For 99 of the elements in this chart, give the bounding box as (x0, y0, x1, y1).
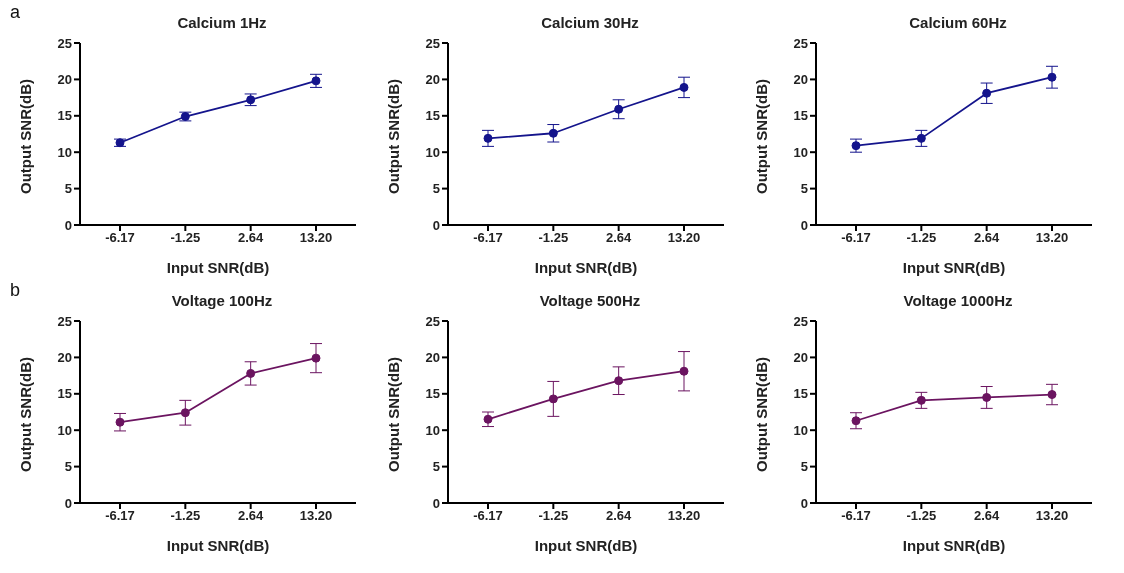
x-tick-label: -1.25 (538, 508, 569, 524)
chart-title: Calcium 1Hz (176, 14, 268, 31)
y-tick-label: 15 (425, 386, 440, 402)
x-tick-label: -1.25 (170, 230, 201, 246)
y-tick-label: 20 (793, 72, 808, 88)
x-tick-label: -6.17 (105, 230, 135, 246)
x-tick-label: -1.25 (906, 230, 937, 246)
point (851, 416, 861, 426)
y-tick-label: 10 (57, 422, 72, 438)
chart-title: Calcium 30Hz (540, 14, 640, 31)
text: a (10, 2, 21, 23)
x-tick-label: -1.25 (538, 230, 569, 246)
x-tick-label: 13.20 (1035, 508, 1069, 524)
chart-title: Voltage 500Hz (538, 292, 642, 309)
y-axis-title: Output SNR(dB) (17, 357, 35, 472)
y-tick-label: 25 (57, 35, 72, 51)
y-tick-label: 20 (425, 350, 440, 366)
x-tick-label: 2.64 (974, 230, 1001, 246)
y-tick-label: 15 (57, 108, 72, 124)
x-axis-title: Input SNR(dB) (902, 537, 1006, 554)
x-axis-title: Input SNR(dB) (534, 259, 638, 276)
point (1047, 390, 1057, 400)
y-tick-label: 0 (800, 217, 808, 233)
y-tick-label: 10 (793, 422, 808, 438)
x-tick-label: 2.64 (238, 230, 265, 246)
point (614, 104, 624, 114)
x-axis-title: Input SNR(dB) (534, 537, 638, 554)
x-tick-label: -1.25 (170, 508, 201, 524)
point (679, 82, 689, 92)
y-tick-label: 15 (425, 108, 440, 124)
y-tick-label: 25 (57, 313, 72, 329)
y-tick-label: 25 (425, 313, 440, 329)
x-tick-label: 2.64 (974, 508, 1001, 524)
x-axis-title: Input SNR(dB) (166, 259, 270, 276)
y-tick-label: 0 (432, 495, 440, 511)
y-axis-title: Output SNR(dB) (753, 357, 771, 472)
x-tick-label: 13.20 (299, 508, 333, 524)
point (916, 395, 926, 405)
x-tick-label: 13.20 (667, 508, 701, 524)
text: b (10, 280, 21, 301)
x-tick-label: -6.17 (841, 508, 871, 524)
y-tick-label: 5 (432, 459, 440, 475)
y-tick-label: 5 (64, 459, 72, 475)
y-tick-label: 5 (64, 181, 72, 197)
x-tick-label: -1.25 (906, 508, 937, 524)
x-axis-title: Input SNR(dB) (902, 259, 1006, 276)
y-axis-title: Output SNR(dB) (385, 79, 403, 194)
x-tick-label: 13.20 (667, 230, 701, 246)
x-axis-title: Input SNR(dB) (166, 537, 270, 554)
y-tick-label: 5 (432, 181, 440, 197)
point (916, 133, 926, 143)
x-tick-label: -6.17 (473, 230, 503, 246)
y-tick-label: 0 (64, 217, 72, 233)
point (679, 366, 689, 376)
x-tick-label: -6.17 (841, 230, 871, 246)
y-tick-label: 5 (800, 459, 808, 475)
x-tick-label: 13.20 (299, 230, 333, 246)
point (1047, 72, 1057, 82)
y-tick-label: 15 (793, 386, 808, 402)
chart-title: Calcium 60Hz (908, 14, 1008, 31)
y-axis-title: Output SNR(dB) (17, 79, 35, 194)
y-tick-label: 15 (793, 108, 808, 124)
point (548, 128, 558, 138)
y-tick-label: 0 (432, 217, 440, 233)
point (982, 88, 992, 98)
y-tick-label: 25 (793, 313, 808, 329)
y-tick-label: 20 (57, 72, 72, 88)
y-axis-title: Output SNR(dB) (753, 79, 771, 194)
point (246, 368, 256, 378)
y-tick-label: 25 (425, 35, 440, 51)
point (115, 417, 125, 427)
chart-title: Voltage 100Hz (170, 292, 274, 309)
point (614, 376, 624, 386)
x-tick-label: 13.20 (1035, 230, 1069, 246)
x-tick-label: -6.17 (105, 508, 135, 524)
point (982, 392, 992, 402)
x-tick-label: -6.17 (473, 508, 503, 524)
point (548, 394, 558, 404)
point (483, 414, 493, 424)
point (180, 408, 190, 418)
y-tick-label: 0 (64, 495, 72, 511)
y-tick-label: 20 (793, 350, 808, 366)
x-tick-label: 2.64 (238, 508, 265, 524)
point (483, 133, 493, 143)
y-tick-label: 15 (57, 386, 72, 402)
y-tick-label: 25 (793, 35, 808, 51)
y-tick-label: 20 (57, 350, 72, 366)
y-tick-label: 5 (800, 181, 808, 197)
y-tick-label: 10 (425, 422, 440, 438)
y-tick-label: 10 (425, 144, 440, 160)
y-tick-label: 0 (800, 495, 808, 511)
point (311, 353, 321, 363)
chart-title: Voltage 1000Hz (902, 292, 1014, 309)
y-tick-label: 10 (793, 144, 808, 160)
x-tick-label: 2.64 (606, 230, 633, 246)
y-axis-title: Output SNR(dB) (385, 357, 403, 472)
y-tick-label: 10 (57, 144, 72, 160)
y-tick-label: 20 (425, 72, 440, 88)
x-tick-label: 2.64 (606, 508, 633, 524)
